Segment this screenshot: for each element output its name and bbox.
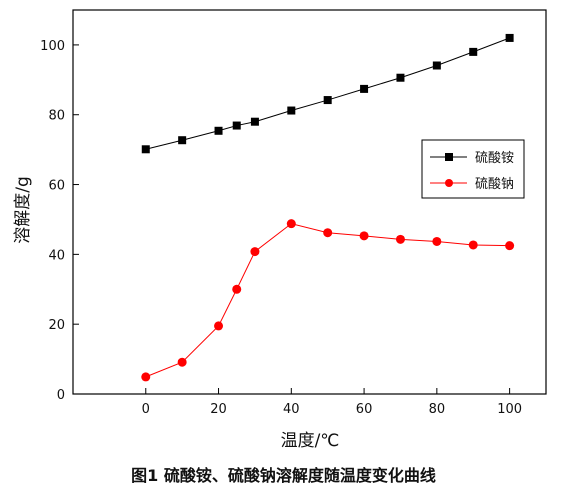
y-tick-label: 40: [48, 248, 65, 263]
series-layer: [141, 33, 515, 382]
data-point: [323, 228, 333, 238]
data-point: [505, 33, 514, 42]
x-tick-label: 60: [356, 402, 373, 417]
data-point: [360, 84, 369, 93]
data-point: [178, 136, 187, 145]
data-point: [286, 219, 296, 229]
data-point: [468, 240, 478, 250]
data-point: [395, 234, 405, 244]
y-tick-label: 100: [40, 39, 65, 54]
data-point: [232, 284, 242, 294]
legend-box: [421, 139, 525, 199]
data-point: [323, 96, 332, 105]
legend-marker-series-2: [445, 179, 453, 187]
y-tick-label: 0: [57, 388, 65, 403]
data-point: [396, 73, 405, 82]
y-tick-label: 80: [48, 109, 65, 124]
series-1-line: [145, 37, 510, 150]
data-point: [250, 117, 259, 126]
data-point: [469, 47, 478, 56]
data-point: [177, 357, 187, 367]
data-point: [141, 372, 151, 382]
legend-label-series-2: 硫酸钠: [475, 177, 514, 192]
data-point: [214, 321, 224, 331]
figure-caption: 图1 硫酸铵、硫酸钠溶解度随温度变化曲线: [131, 466, 436, 485]
x-tick-label: 40: [283, 402, 300, 417]
axis-ticks: 0 20 40 60 80 100 0 20 40 60 80 100: [40, 39, 522, 417]
x-axis-label: 温度/℃: [281, 431, 340, 451]
x-tick-label: 0: [142, 402, 150, 417]
data-point: [432, 236, 442, 246]
series-2-line: [145, 223, 510, 378]
data-point: [250, 247, 260, 257]
x-tick-label: 100: [497, 402, 522, 417]
data-point: [141, 145, 150, 154]
x-tick-label: 20: [210, 402, 227, 417]
data-point: [287, 106, 296, 115]
legend-marker-series-1: [445, 153, 453, 161]
series-2: [141, 219, 515, 382]
data-point: [432, 61, 441, 70]
y-tick-label: 20: [48, 318, 65, 333]
data-point: [505, 241, 515, 251]
series-1: [141, 33, 514, 154]
y-tick-label: 60: [48, 179, 65, 194]
data-point: [214, 126, 223, 135]
legend: 硫酸铵 硫酸钠: [421, 139, 525, 199]
plot-frame: [72, 9, 547, 395]
y-axis-label: 溶解度/g: [13, 176, 33, 244]
data-point: [232, 121, 241, 130]
data-point: [359, 231, 369, 241]
x-tick-label: 80: [429, 402, 446, 417]
legend-label-series-1: 硫酸铵: [475, 151, 514, 166]
